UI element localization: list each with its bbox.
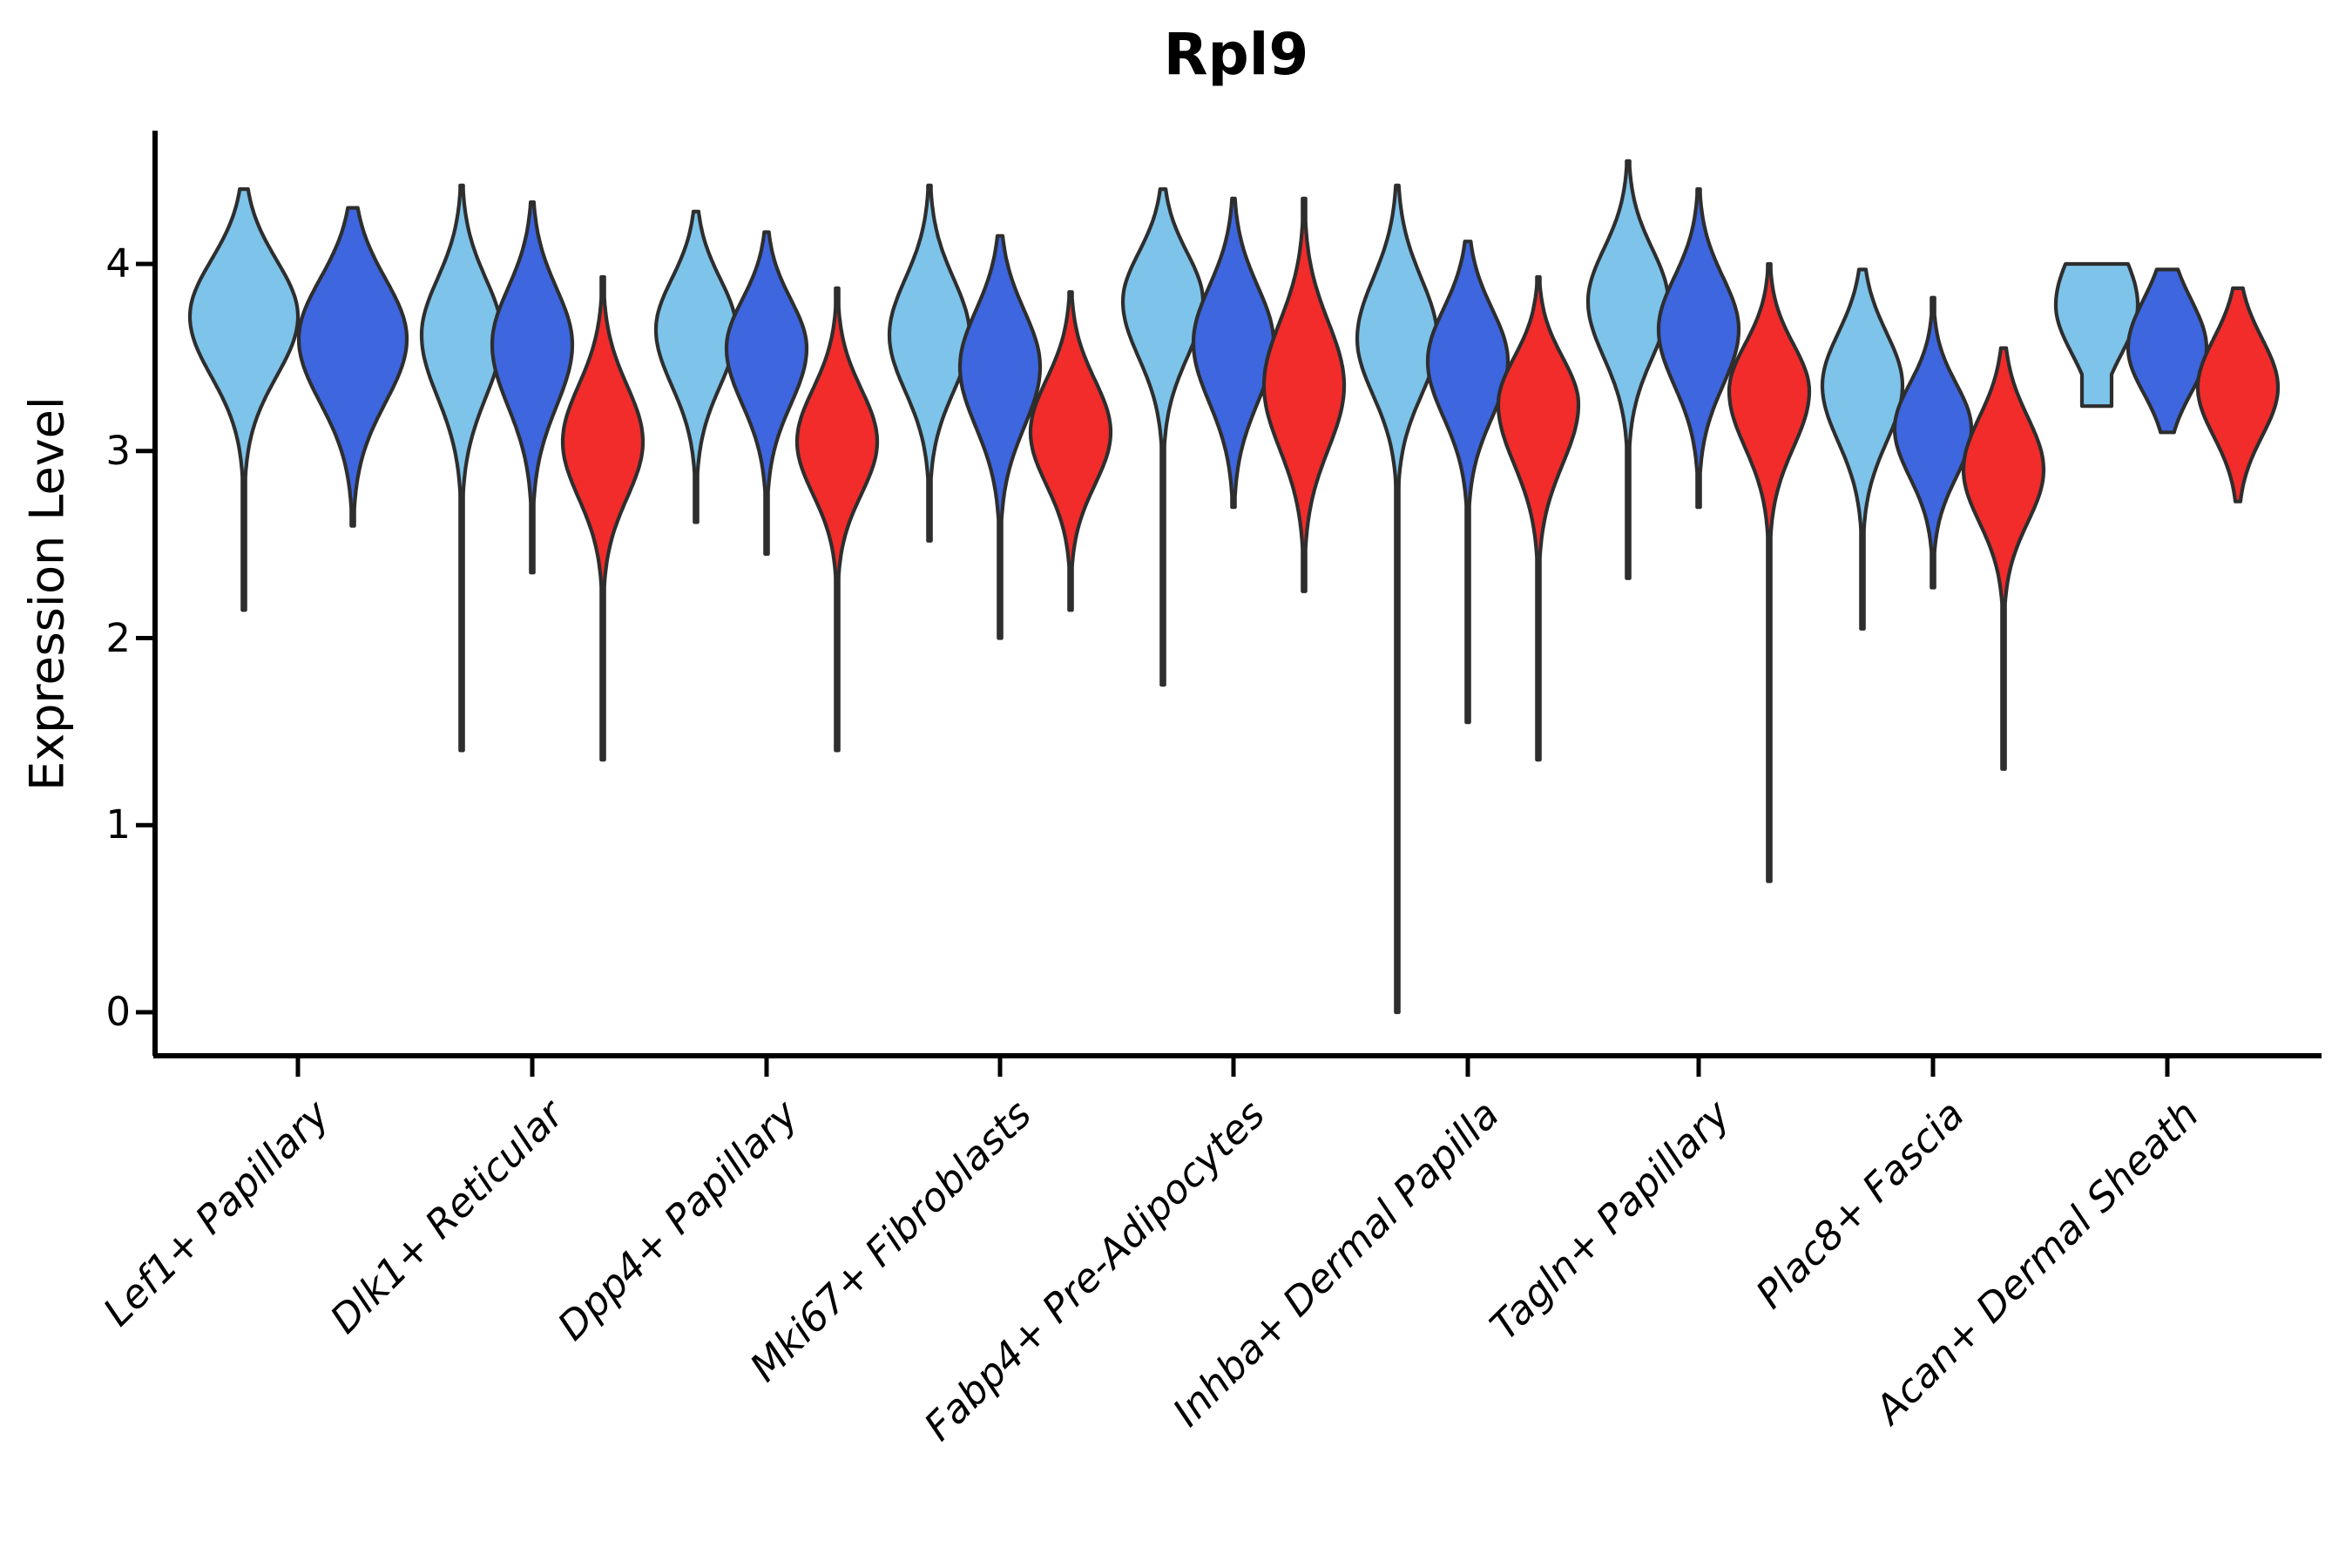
violin-royalblue-group-4 <box>957 233 1043 640</box>
violin-royalblue-group-6 <box>1425 240 1511 725</box>
violin-royalblue-group-8 <box>1892 295 1974 590</box>
violin-red-group-6 <box>1496 274 1581 762</box>
violin-skyblue-group-9 <box>2053 261 2140 409</box>
violin-royalblue-group-1 <box>296 206 409 528</box>
violin-skyblue-group-2 <box>419 183 504 753</box>
violin-red-group-5 <box>1261 196 1347 593</box>
y-tick-label: 2 <box>105 614 131 661</box>
violin-skyblue-group-6 <box>1355 183 1440 1015</box>
violin-royalblue-group-9 <box>2126 267 2209 435</box>
y-tick-label: 0 <box>105 989 131 1035</box>
violin-red-group-8 <box>1961 346 2046 771</box>
y-tick-label: 3 <box>105 427 131 474</box>
violin-red-group-9 <box>2195 286 2281 504</box>
violin-skyblue-group-8 <box>1820 267 1905 631</box>
violin-skyblue-group-5 <box>1120 187 1206 687</box>
violin-royalblue-group-3 <box>724 230 809 556</box>
violin-royalblue-group-7 <box>1656 187 1741 510</box>
chart-title: Rpl9 <box>1163 21 1309 88</box>
y-tick-label: 1 <box>105 801 131 848</box>
violin-red-group-2 <box>560 274 645 762</box>
violin-royalblue-group-5 <box>1191 196 1276 510</box>
violin-skyblue-group-4 <box>887 183 972 543</box>
violin-red-group-3 <box>794 286 880 753</box>
violin-red-group-4 <box>1028 290 1113 612</box>
violin-skyblue-group-7 <box>1585 159 1671 580</box>
violin-skyblue-group-1 <box>187 187 301 612</box>
violin-red-group-7 <box>1727 261 1812 883</box>
violin-skyblue-group-3 <box>653 209 739 524</box>
y-tick-label: 4 <box>105 240 131 287</box>
violin-royalblue-group-2 <box>490 200 575 575</box>
